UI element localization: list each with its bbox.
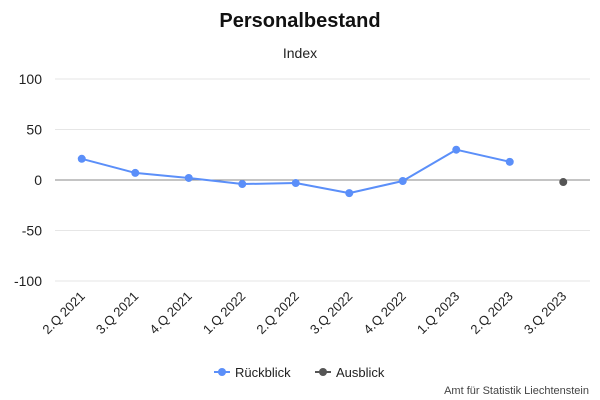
legend-label: Rückblick [235, 365, 291, 380]
data-point [131, 168, 140, 177]
data-point [559, 178, 568, 187]
x-axis: 2.Q 2021 3.Q 2021 4.Q 2021 1.Q 2022 2.Q 2022… [39, 289, 569, 337]
chart-title: Personalbestand [219, 10, 380, 32]
x-tick-label: 4.Q 2022 [360, 289, 408, 337]
data-point [184, 173, 193, 182]
credits-text: Amt für Statistik Liechtenstein [444, 385, 589, 397]
chart-subtitle: Index [283, 45, 317, 61]
x-tick-label: 2.Q 2023 [467, 289, 515, 337]
x-tick-label: 1.Q 2022 [200, 289, 248, 337]
y-tick-label: 50 [26, 122, 42, 138]
x-tick-label: 3.Q 2023 [521, 289, 569, 337]
x-tick-label: 1.Q 2023 [414, 289, 462, 337]
legend-symbol [218, 368, 226, 376]
x-tick-label: 2.Q 2022 [253, 289, 301, 337]
y-tick-label: -50 [22, 223, 42, 239]
x-tick-label: 3.Q 2021 [93, 289, 141, 337]
y-axis: 100 50 0 -50 -100 [14, 71, 42, 289]
x-tick-label: 2.Q 2021 [39, 289, 87, 337]
data-point [238, 180, 247, 189]
y-tick-label: 100 [19, 71, 43, 87]
grid-lines [55, 78, 590, 282]
y-tick-label: -100 [14, 273, 42, 289]
data-point [505, 157, 514, 166]
y-tick-label: 0 [34, 172, 42, 188]
legend-symbol [319, 368, 327, 376]
data-point [398, 177, 407, 186]
data-point [291, 179, 300, 188]
x-tick-label: 3.Q 2022 [307, 289, 355, 337]
legend-label: Ausblick [336, 365, 385, 380]
data-point [452, 145, 461, 154]
series-group [77, 145, 568, 198]
data-point [77, 154, 86, 163]
data-point [345, 189, 354, 198]
x-tick-label: 4.Q 2021 [146, 289, 194, 337]
legend: Rückblick Ausblick [214, 365, 385, 380]
